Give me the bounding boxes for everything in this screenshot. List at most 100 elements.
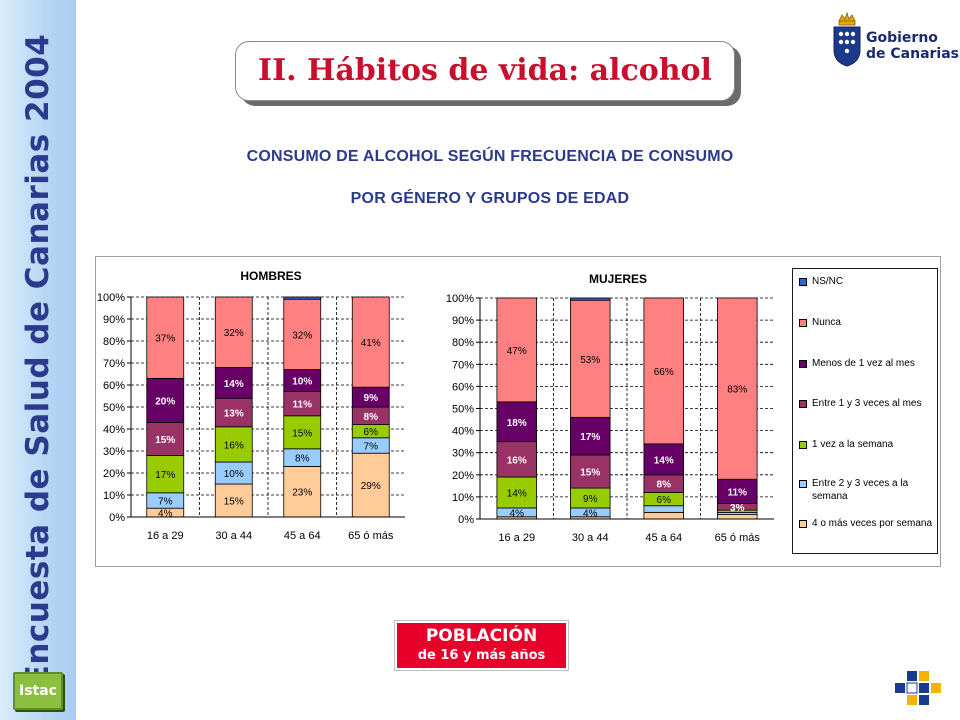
bar-segment-mujeres: [496, 401, 537, 443]
gobierno-canarias-emblem-icon: [833, 12, 861, 67]
legend-label-4-mas-semana: 4 o más veces por semana: [812, 518, 933, 529]
data-label-hombres: 10%: [224, 469, 244, 480]
population-badge: POBLACIÓN de 16 y más años: [395, 621, 568, 670]
y-tick-label-hombres: 100%: [97, 292, 125, 304]
data-label-hombres: 6%: [364, 427, 379, 438]
legend-swatch-menos-1-mes: [799, 360, 807, 368]
gobierno-canarias-logo-text: Gobierno de Canarias: [866, 30, 959, 62]
y-tick-label-hombres: 0%: [109, 512, 125, 524]
data-label-hombres: 37%: [155, 334, 175, 345]
bar-segment-mujeres: [717, 478, 758, 504]
data-label-mujeres: 6%: [657, 495, 672, 506]
y-tick-label-mujeres: 30%: [452, 448, 474, 460]
y-tick-label-hombres: 60%: [103, 380, 125, 392]
page-title: II. Hábitos de vida: alcohol: [235, 41, 735, 101]
bar-segment-mujeres: [643, 443, 684, 476]
istac-logo[interactable]: Istac: [13, 672, 63, 710]
data-label-mujeres: 66%: [654, 367, 674, 378]
data-label-hombres: 32%: [224, 328, 244, 339]
data-label-mujeres: 15%: [580, 467, 600, 478]
y-tick-label-hombres: 70%: [103, 358, 125, 370]
y-tick-label-mujeres: 70%: [452, 359, 474, 371]
chart-legend: NS/NC Nunca Menos de 1 vez al mes Entre …: [792, 268, 938, 554]
chart-title-mujeres: MUJERES: [589, 272, 647, 286]
x-tick-label-mujeres: 65 ó más: [715, 532, 761, 544]
legend-label-menos-1-mes: Menos de 1 vez al mes: [812, 358, 915, 369]
x-tick-label-mujeres: 30 a 44: [572, 532, 609, 544]
bar-segment-hombres: [351, 296, 390, 388]
data-label-hombres: 20%: [155, 396, 175, 407]
data-label-hombres: 15%: [155, 435, 175, 446]
y-tick-label-mujeres: 60%: [452, 381, 474, 393]
chart-subtitle-line-1: CONSUMO DE ALCOHOL SEGÚN FRECUENCIA DE C…: [246, 148, 734, 165]
y-tick-label-mujeres: 20%: [452, 470, 474, 482]
bar-segment-mujeres: [496, 441, 537, 478]
data-label-hombres: 14%: [224, 379, 244, 390]
data-label-mujeres: 47%: [507, 346, 527, 357]
data-label-hombres: 15%: [292, 428, 312, 439]
y-tick-label-hombres: 30%: [103, 446, 125, 458]
gobierno-canarias-mark-icon: [895, 671, 941, 705]
bar-segment-hombres: [214, 296, 253, 368]
data-label-hombres: 13%: [224, 409, 244, 420]
istac-logo-text: Istac: [19, 683, 57, 699]
legend-swatch-4-mas-semana: [799, 520, 807, 528]
data-label-hombres: 10%: [292, 377, 312, 388]
y-tick-label-mujeres: 80%: [452, 337, 474, 349]
data-label-hombres: 8%: [364, 412, 379, 423]
legend-label-1-3-mes: Entre 1 y 3 veces al mes: [812, 398, 922, 409]
y-tick-label-hombres: 10%: [103, 490, 125, 502]
bar-segment-mujeres: [643, 297, 684, 445]
data-label-hombres: 9%: [364, 393, 379, 404]
y-tick-label-mujeres: 90%: [452, 315, 474, 327]
y-tick-label-hombres: 50%: [103, 402, 125, 414]
data-label-hombres: 11%: [293, 400, 313, 411]
bar-segment-mujeres: [570, 416, 611, 456]
sidebar: Encuesta de Salud de Canarias 2004 Istac: [0, 0, 76, 720]
bar-segment-hombres: [146, 454, 185, 494]
y-tick-label-mujeres: 50%: [452, 404, 474, 416]
legend-swatch-ns-nc: [799, 278, 807, 286]
bar-segment-hombres: [146, 296, 185, 379]
bar-segment-mujeres: [643, 511, 684, 520]
bar-segment-mujeres: [570, 454, 611, 489]
x-tick-label-hombres: 30 a 44: [215, 530, 252, 542]
bar-segment-mujeres: [717, 514, 758, 520]
chart-subtitle-line-2: POR GÉNERO Y GRUPOS DE EDAD: [350, 190, 630, 207]
bar-segment-mujeres: [496, 476, 537, 509]
logo-line-1: Gobierno: [866, 30, 938, 46]
bar-segment-hombres: [283, 296, 322, 300]
data-label-mujeres: 53%: [580, 355, 600, 366]
bar-segment-hombres: [351, 452, 390, 518]
data-label-mujeres: 9%: [583, 494, 598, 505]
y-tick-label-mujeres: 40%: [452, 426, 474, 438]
population-title: POBLACIÓN: [425, 626, 538, 646]
bar-segment-hombres: [214, 366, 253, 399]
legend-swatch-1-3-mes: [799, 400, 807, 408]
bar-segment-hombres: [146, 377, 185, 423]
data-label-mujeres: 83%: [727, 385, 747, 396]
data-label-mujeres: 3%: [730, 503, 745, 514]
logo-line-2: de Canarias: [866, 46, 960, 62]
x-tick-label-hombres: 65 ó más: [348, 530, 394, 542]
data-label-hombres: 16%: [224, 440, 244, 451]
y-tick-label-hombres: 80%: [103, 336, 125, 348]
data-label-hombres: 8%: [295, 454, 310, 465]
bar-segment-hombres: [214, 483, 253, 518]
data-label-hombres: 32%: [292, 330, 312, 341]
data-label-mujeres: 11%: [728, 487, 748, 498]
x-tick-label-hombres: 16 a 29: [147, 530, 184, 542]
legend-label-2-3-semana: Entre 2 y 3 veces a la semana: [812, 478, 909, 502]
data-label-mujeres: 8%: [657, 480, 672, 491]
bar-segment-hombres: [146, 421, 185, 456]
legend-label-ns-nc: NS/NC: [812, 276, 844, 287]
bar-segment-hombres: [283, 415, 322, 450]
data-label-hombres: 29%: [361, 481, 381, 492]
data-label-mujeres: 4%: [583, 508, 598, 519]
data-label-hombres: 17%: [155, 470, 175, 481]
x-tick-label-mujeres: 16 a 29: [498, 532, 535, 544]
x-tick-label-hombres: 45 a 64: [284, 530, 321, 542]
bar-segment-mujeres: [496, 297, 537, 403]
y-tick-label-mujeres: 10%: [452, 492, 474, 504]
